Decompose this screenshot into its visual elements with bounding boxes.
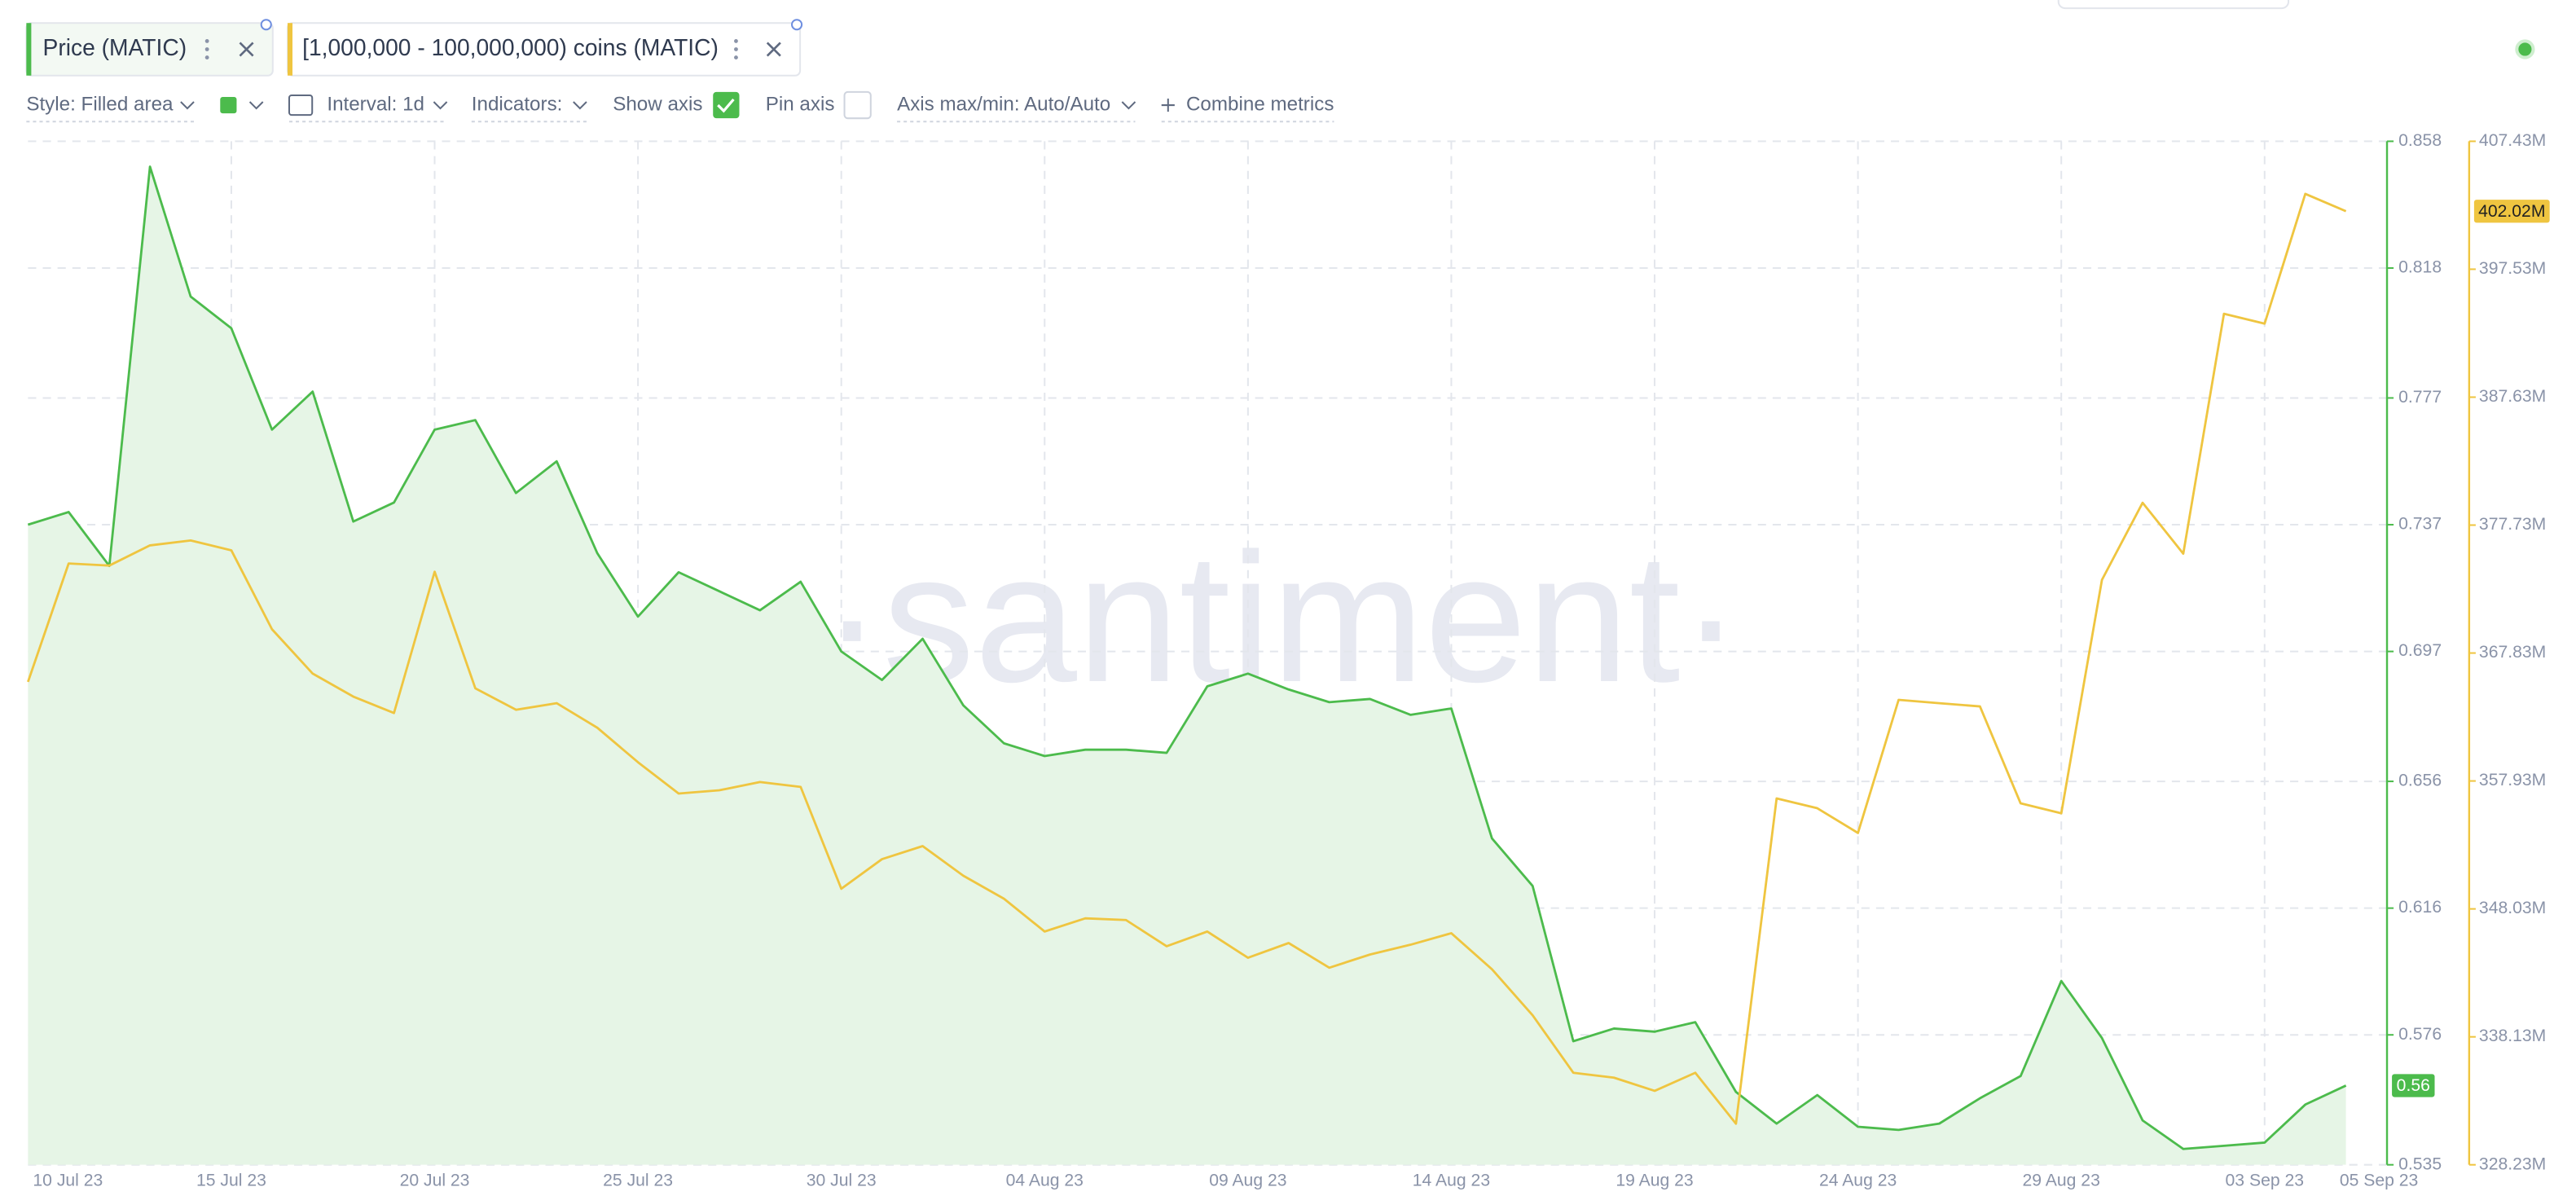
chevron (248, 101, 264, 110)
x-tick-label: 20 Jul 23 (400, 1171, 470, 1189)
interval-select[interactable]: Interval: 1d (327, 93, 424, 115)
checkbox[interactable] (843, 90, 872, 120)
checkbox-checked[interactable] (713, 91, 740, 119)
show-axis-label[interactable]: Show axis (613, 93, 702, 115)
indicators-select[interactable]: Indicators: (472, 93, 563, 115)
y-tick-label: 0.616 (2398, 898, 2442, 917)
last-value-badge (2392, 1074, 2435, 1097)
metric-tab[interactable]: Price (MATIC) (25, 19, 274, 77)
y2-tick-label: 367.83M (2479, 643, 2546, 662)
x-tick-label: 04 Aug 23 (1006, 1171, 1084, 1189)
y-tick-label: 0.777 (2398, 388, 2442, 407)
y2-tick-label: 377.73M (2479, 515, 2546, 534)
top-box (2057, 0, 2290, 10)
chevron (1121, 101, 1136, 110)
tab-label: Price (MATIC) (43, 34, 187, 60)
y-tick-label: 0.697 (2398, 641, 2442, 660)
y-tick-label: 0.535 (2398, 1154, 2442, 1173)
y2-tick-label: 328.23M (2479, 1154, 2546, 1173)
x-tick-label: 19 Aug 23 (1615, 1171, 1693, 1189)
menu-icon[interactable] (734, 38, 738, 59)
x-tick-label: 24 Aug 23 (1819, 1171, 1897, 1189)
area (28, 166, 2346, 1165)
plot: ·santiment·0.8580.8180.7770.7370.6970.65… (27, 131, 2550, 1189)
x-tick-label: 05 Sep 23 (2340, 1171, 2418, 1189)
x-tick-label: 14 Aug 23 (1413, 1171, 1490, 1189)
interval-icon (288, 94, 314, 117)
tab-accent (287, 23, 293, 76)
x-tick-label: 30 Jul 23 (807, 1171, 877, 1189)
line (27, 192, 2347, 1125)
color-picker[interactable] (220, 96, 237, 114)
y-tick-label: 0.818 (2398, 258, 2442, 277)
y2-tick-label: 357.93M (2479, 771, 2546, 789)
x-tick-label: 03 Sep 23 (2226, 1171, 2304, 1189)
y-tick-label: 0.737 (2398, 515, 2442, 534)
y2-tick-label: 387.63M (2479, 387, 2546, 406)
tab-accent (26, 23, 32, 76)
y2-tick-label: 338.13M (2479, 1027, 2546, 1045)
y-tick-label: 0.656 (2398, 772, 2442, 790)
check-icon (717, 98, 735, 113)
x-tick-label: 09 Aug 23 (1209, 1171, 1286, 1189)
menu-icon[interactable] (204, 38, 209, 59)
close-icon[interactable] (239, 42, 254, 57)
plus-icon (1161, 98, 1175, 112)
chevron (573, 101, 587, 110)
x-tick-label: 10 Jul 23 (33, 1171, 103, 1189)
chevron (180, 101, 195, 110)
y2-tick-label: 397.53M (2479, 259, 2546, 278)
last-value-label: 402.02M (2478, 202, 2545, 221)
close-icon[interactable] (766, 42, 781, 57)
link-icon[interactable] (791, 19, 803, 31)
y-tick-label: 0.858 (2398, 131, 2442, 150)
pin-axis-label[interactable]: Pin axis (766, 93, 835, 115)
tab-label: [1,000,000 - 100,000,000) coins (MATIC) (302, 34, 719, 60)
link-icon[interactable] (260, 19, 272, 31)
line (27, 165, 2347, 1150)
y2-tick-label: 348.03M (2479, 899, 2546, 917)
x-tick-label: 15 Jul 23 (196, 1171, 266, 1189)
x-tick-label: 25 Jul 23 (603, 1171, 673, 1189)
status-dot (2515, 39, 2535, 59)
last-value-label: 0.56 (2397, 1076, 2430, 1095)
chevron (433, 101, 448, 110)
metric-tab[interactable]: [1,000,000 - 100,000,000) coins (MATIC) (286, 19, 803, 77)
y-tick-label: 0.576 (2398, 1025, 2442, 1044)
toolbar: Style: Filled area Interval: 1d Indicato… (26, 90, 1334, 123)
last-value-badge (2473, 200, 2550, 223)
combine-metrics[interactable]: Combine metrics (1186, 93, 1334, 115)
y2-tick-label: 407.43M (2479, 131, 2546, 150)
axis-minmax-select[interactable]: Axis max/min: Auto/Auto (897, 93, 1110, 115)
x-tick-label: 29 Aug 23 (2023, 1171, 2100, 1189)
style-select[interactable]: Style: Filled area (26, 93, 174, 115)
